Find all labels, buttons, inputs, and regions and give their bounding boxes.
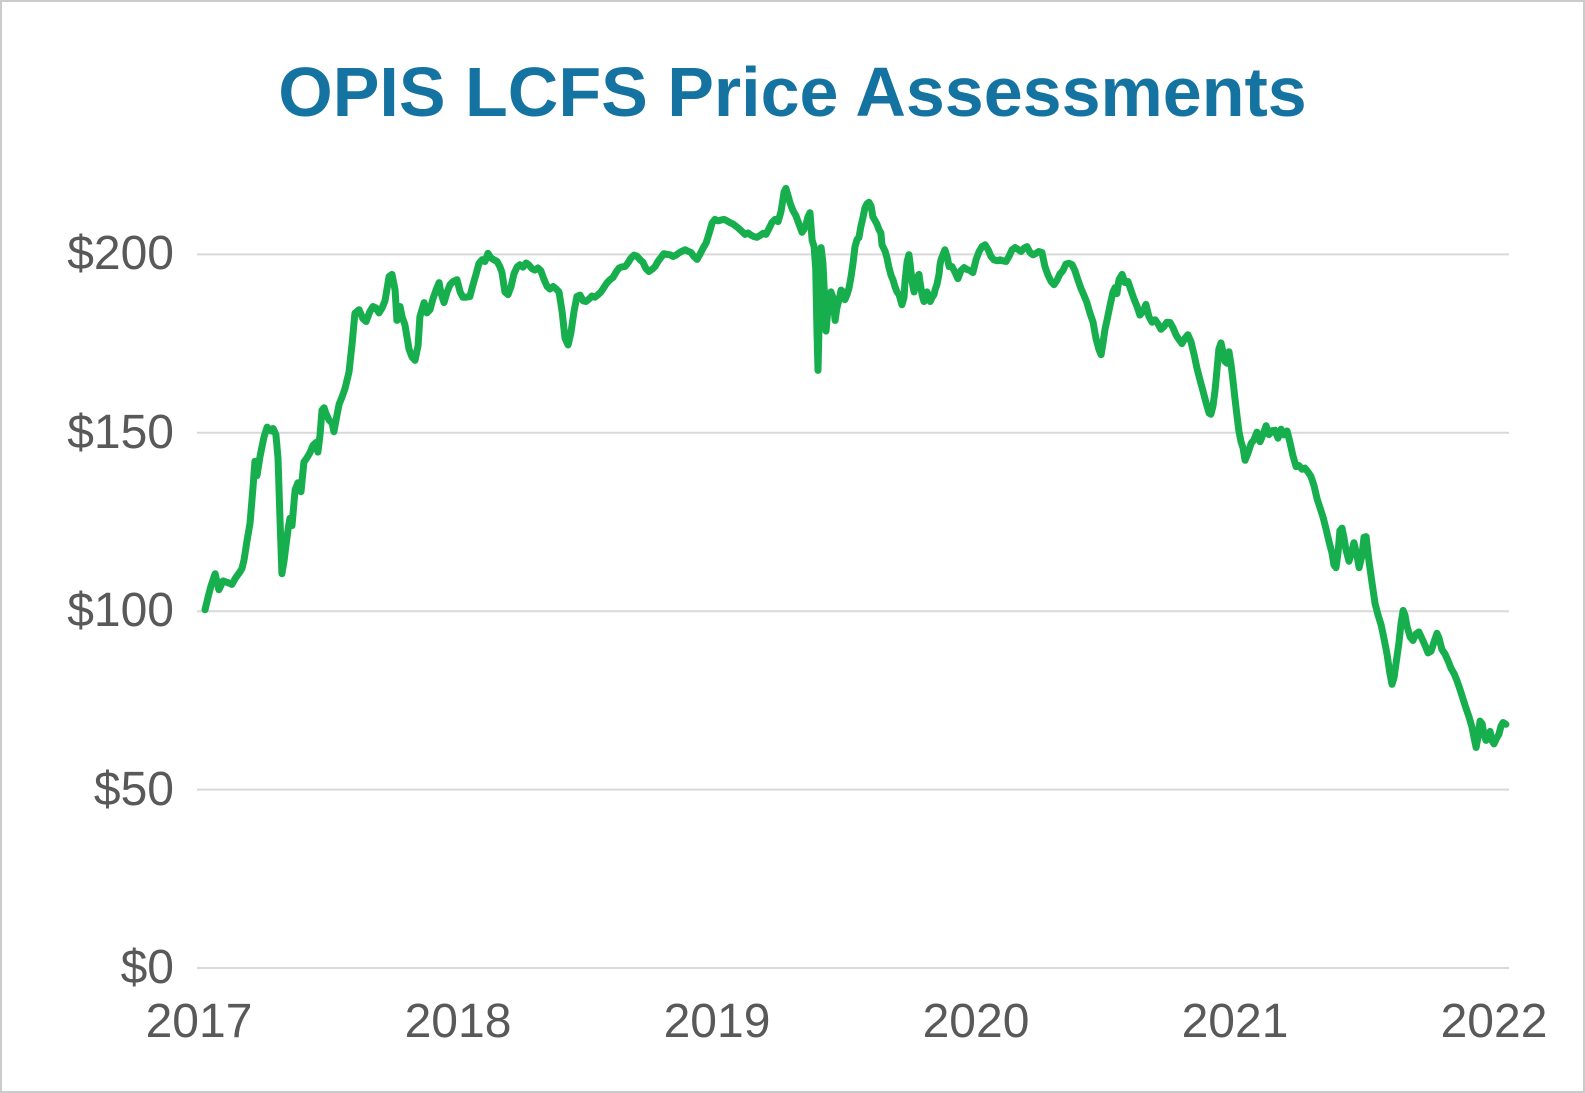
x-axis-tick-label-2017: 2017 — [145, 995, 253, 1048]
y-axis-tick-label-50: $50 — [93, 762, 174, 816]
y-axis-tick-label-0: $0 — [120, 941, 174, 994]
y-axis-tick-label-200: $200 — [67, 227, 174, 281]
x-axis-tick-label-2019: 2019 — [663, 995, 771, 1048]
chart-title: OPIS LCFS Price Assessments — [278, 53, 1307, 131]
price-line-series — [201, 184, 1510, 751]
x-axis-tick-label-2021: 2021 — [1181, 995, 1289, 1048]
y-axis-tick-label-100: $100 — [67, 584, 174, 638]
x-axis-tick-label-2022: 2022 — [1440, 995, 1548, 1048]
x-axis-tick-label-2018: 2018 — [404, 995, 512, 1048]
y-axis-tick-label-150: $150 — [67, 405, 174, 459]
x-axis-tick-label-2020: 2020 — [922, 995, 1030, 1048]
